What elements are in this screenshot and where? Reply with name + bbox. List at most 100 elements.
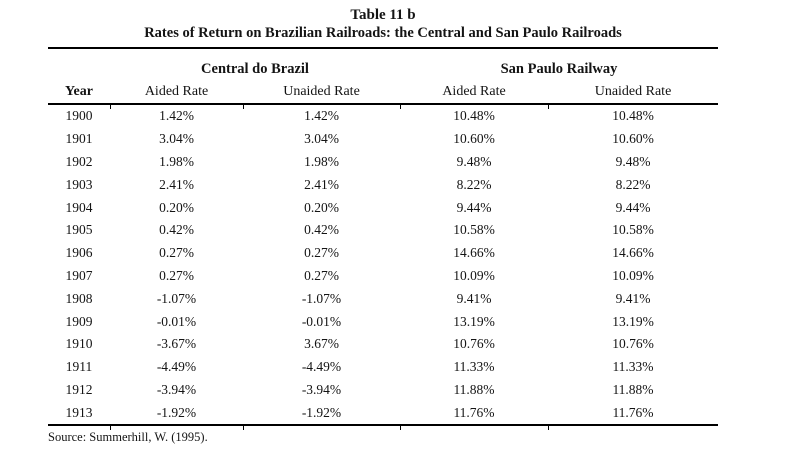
rate-cell: 13.19%: [453, 313, 495, 329]
table-row: 1903 2.41% 2.41% 8.22% 8.22%: [48, 173, 718, 196]
rate-cell: 1.42%: [159, 108, 194, 124]
rate-cell: 11.88%: [453, 381, 495, 397]
rate-cell: 10.76%: [453, 336, 495, 352]
rate-cell: 8.22%: [615, 176, 651, 192]
rate-cell: 0.42%: [159, 222, 194, 238]
rate-cell: -3.94%: [301, 381, 342, 397]
rate-cell: 2.41%: [304, 176, 339, 192]
table-row: 1902 1.98% 1.98% 9.48% 9.48%: [48, 151, 718, 174]
rate-cell: 10.09%: [612, 267, 654, 283]
rate-cell: 10.60%: [453, 131, 495, 147]
table-container: Table 11 b Rates of Return on Brazilian …: [48, 6, 718, 445]
rate-cell: 0.42%: [304, 222, 339, 238]
rate-cell: 0.27%: [304, 267, 339, 283]
rate-cell: -1.92%: [243, 401, 401, 430]
rate-cell: 9.41%: [615, 290, 651, 306]
rate-cell: 11.76%: [548, 401, 718, 427]
source-note: Source: Summerhill, W. (1995).: [48, 430, 208, 445]
rate-cell: 14.66%: [612, 245, 654, 261]
table-row: 1907 0.27% 0.27% 10.09% 10.09%: [48, 265, 718, 288]
rate-cell: 3.67%: [304, 336, 339, 352]
year-cell: 1908: [65, 290, 93, 306]
column-header-row: Year Aided Rate Unaided Rate Aided Rate …: [48, 81, 718, 109]
year-cell: 1909: [65, 313, 93, 329]
rate-cell: -4.49%: [301, 359, 342, 375]
group-header-san-paulo-railway: San Paulo Railway: [500, 61, 618, 77]
year-cell: 1904: [65, 199, 93, 215]
rate-cell: -3.94%: [156, 381, 197, 397]
rate-cell: 10.58%: [612, 222, 654, 238]
group-header-central-do-brazil: Central do Brazil: [201, 61, 309, 77]
rate-cell: -4.49%: [156, 359, 197, 375]
rate-cell: 9.48%: [456, 153, 492, 169]
year-cell: 1910: [65, 336, 93, 352]
rate-cell: -3.67%: [156, 336, 197, 352]
rate-cell: 1.98%: [159, 153, 194, 169]
year-cell: 1912: [65, 381, 93, 397]
rate-cell: 0.27%: [304, 245, 339, 261]
rate-cell: 14.66%: [453, 245, 495, 261]
rate-cell: 1.42%: [304, 108, 339, 124]
rates-of-return-table: Central do Brazil San Paulo Railway Year…: [48, 47, 718, 430]
year-cell: 1903: [65, 176, 93, 192]
document-page: Table 11 b Rates of Return on Brazilian …: [48, 6, 718, 445]
rate-cell: 13.19%: [612, 313, 654, 329]
table-body: 1900 1.42% 1.42% 10.48% 10.48% 1901 3.04% 3.04%…: [48, 104, 718, 430]
year-cell: 1905: [65, 222, 93, 238]
year-cell: 1901: [65, 131, 93, 147]
rate-cell: 10.58%: [453, 222, 495, 238]
table-header: Central do Brazil San Paulo Railway Year…: [48, 48, 718, 109]
year-cell: 1906: [65, 245, 93, 261]
column-header-sanpaulo-aided-rate: Aided Rate: [400, 81, 549, 109]
rate-cell: 9.44%: [615, 199, 651, 215]
rate-cell: 0.27%: [159, 267, 194, 283]
group-header-spacer: [48, 48, 110, 81]
rate-cell: 10.60%: [612, 131, 654, 147]
rate-cell: 11.76%: [400, 401, 549, 430]
table-row: 1901 3.04% 3.04% 10.60% 10.60%: [48, 128, 718, 151]
table-row: 1910 -3.67% 3.67% 10.76% 10.76%: [48, 333, 718, 356]
rate-cell: 11.88%: [612, 381, 654, 397]
table-row: 1908 -1.07% -1.07% 9.41% 9.41%: [48, 287, 718, 310]
year-cell: 1913: [48, 401, 111, 430]
rate-cell: 0.20%: [304, 199, 339, 215]
table-row: 1906 0.27% 0.27% 14.66% 14.66%: [48, 242, 718, 265]
year-cell: 1907: [65, 267, 93, 283]
column-header-year: Year: [48, 81, 111, 109]
column-header-central-aided-rate: Aided Rate: [110, 81, 244, 109]
rate-cell: -1.07%: [301, 290, 342, 306]
rate-cell: 9.48%: [615, 153, 651, 169]
rate-cell: -0.01%: [301, 313, 342, 329]
rate-cell: 10.48%: [453, 108, 495, 124]
year-cell: 1900: [65, 108, 93, 124]
rate-cell: 0.27%: [159, 245, 194, 261]
rate-cell: 9.41%: [456, 290, 492, 306]
table-row: 1909 -0.01% -0.01% 13.19% 13.19%: [48, 310, 718, 333]
table-title: Table 11 b: [350, 7, 416, 23]
rate-cell: 9.44%: [456, 199, 492, 215]
rate-cell: 3.04%: [159, 131, 194, 147]
rate-cell: 2.41%: [159, 176, 194, 192]
column-header-sanpaulo-unaided-rate: Unaided Rate: [548, 81, 718, 105]
table-row: 1911 -4.49% -4.49% 11.33% 11.33%: [48, 356, 718, 379]
rate-cell: -1.92%: [110, 401, 244, 430]
column-header-central-unaided-rate: Unaided Rate: [243, 81, 401, 109]
table-row: 1900 1.42% 1.42% 10.48% 10.48%: [48, 104, 718, 128]
table-row: 1913 -1.92% -1.92% 11.76% 11.76%: [48, 401, 718, 430]
rate-cell: -0.01%: [156, 313, 197, 329]
rate-cell: 0.20%: [159, 199, 194, 215]
table-row: 1904 0.20% 0.20% 9.44% 9.44%: [48, 196, 718, 219]
rate-cell: 10.09%: [453, 267, 495, 283]
table-row: 1912 -3.94% -3.94% 11.88% 11.88%: [48, 379, 718, 402]
rate-cell: 3.04%: [304, 131, 339, 147]
table-row: 1905 0.42% 0.42% 10.58% 10.58%: [48, 219, 718, 242]
rate-cell: 11.33%: [453, 359, 495, 375]
year-cell: 1902: [65, 153, 93, 169]
rate-cell: 1.98%: [304, 153, 339, 169]
group-header-row: Central do Brazil San Paulo Railway: [48, 48, 718, 81]
table-subtitle: Rates of Return on Brazilian Railroads: …: [144, 25, 622, 41]
year-cell: 1911: [65, 359, 93, 375]
rate-cell: -1.07%: [156, 290, 197, 306]
rate-cell: 11.33%: [612, 359, 654, 375]
rate-cell: 10.48%: [612, 108, 654, 124]
